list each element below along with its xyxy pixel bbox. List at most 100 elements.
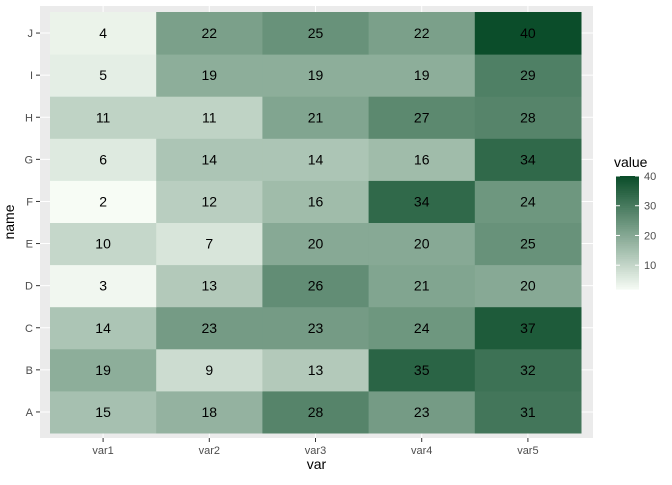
heatmap-tile xyxy=(474,306,582,350)
tile-value-label: 14 xyxy=(95,320,111,336)
heatmap-tile xyxy=(368,264,476,308)
tile-value-label: 24 xyxy=(520,193,536,209)
legend-colorbar-segment xyxy=(616,217,639,220)
heatmap-tile xyxy=(368,138,476,181)
heatmap-tile xyxy=(474,222,582,266)
heatmap-tile xyxy=(156,390,263,434)
heatmap-tile xyxy=(474,12,582,55)
heatmap-tile xyxy=(50,180,157,223)
tile-value-label: 7 xyxy=(205,236,213,252)
legend-colorbar-segment xyxy=(616,255,639,258)
legend-colorbar-segment xyxy=(616,240,639,243)
heatmap-tile xyxy=(262,96,370,139)
legend-tick-label: 30 xyxy=(644,201,656,213)
heatmap-tile xyxy=(50,96,157,139)
legend-colorbar-segment xyxy=(616,211,639,215)
heatmap-tile xyxy=(368,348,476,392)
tile-value-label: 31 xyxy=(520,404,536,420)
tile-value-label: 23 xyxy=(414,404,430,420)
tile-value-label: 14 xyxy=(202,151,218,167)
legend-colorbar-segment xyxy=(616,241,639,245)
legend-colorbar-segment xyxy=(616,209,639,213)
tile-value-label: 32 xyxy=(520,362,536,378)
heatmap-tile xyxy=(262,54,370,97)
heatmap-tile xyxy=(262,390,370,434)
heatmap-tile xyxy=(368,12,476,55)
legend-colorbar-segment xyxy=(616,192,639,196)
legend-colorbar-segment xyxy=(616,270,639,273)
tile-value-label: 34 xyxy=(414,193,430,209)
legend-colorbar-segment xyxy=(616,228,639,232)
legend-colorbar-segment xyxy=(616,198,639,202)
heatmap-tile xyxy=(262,306,370,350)
heatmap-tile xyxy=(50,138,157,181)
tile-value-label: 9 xyxy=(205,362,213,378)
tile-value-label: 6 xyxy=(99,151,107,167)
tile-value-label: 12 xyxy=(202,193,218,209)
heatmap-tile xyxy=(368,96,476,139)
legend-colorbar-segment xyxy=(616,224,639,228)
legend-colorbar-segment xyxy=(616,273,639,277)
tile-value-label: 14 xyxy=(308,151,324,167)
legend-colorbar-segment xyxy=(616,219,639,222)
legend-colorbar-segment xyxy=(616,230,639,234)
tile-value-label: 19 xyxy=(202,67,218,83)
tile-value-label: 11 xyxy=(96,109,111,125)
legend-colorbar-segment xyxy=(616,196,639,200)
heatmap-tile xyxy=(368,306,476,350)
x-tick-label: var5 xyxy=(517,445,538,457)
tile-value-label: 26 xyxy=(308,278,324,294)
heatmap-tile xyxy=(156,222,263,266)
tile-value-label: 4 xyxy=(99,25,107,41)
heatmap-tile xyxy=(50,390,157,434)
legend-colorbar-segment xyxy=(616,264,639,267)
heatmap-tile xyxy=(474,96,582,139)
heatmap-tile xyxy=(156,306,263,350)
legend-colorbar-segment xyxy=(616,283,639,286)
x-axis-title: var xyxy=(307,456,327,472)
tile-value-label: 25 xyxy=(520,236,536,252)
y-axis-title: name xyxy=(1,204,17,239)
tile-value-label: 40 xyxy=(520,25,536,41)
tile-value-label: 5 xyxy=(99,67,107,83)
tile-value-label: 3 xyxy=(99,278,107,294)
y-tick-label: C xyxy=(25,323,33,335)
legend-colorbar-segment xyxy=(616,204,639,207)
heatmap-tile xyxy=(262,348,370,392)
tile-value-label: 21 xyxy=(308,109,324,125)
legend-title: value xyxy=(614,154,648,170)
y-tick-label: E xyxy=(26,239,33,251)
heatmap-tile xyxy=(474,138,582,181)
tile-value-label: 19 xyxy=(308,67,324,83)
legend-colorbar-segment xyxy=(616,187,639,190)
heatmap-tile xyxy=(156,12,263,55)
legend-tick-label: 40 xyxy=(644,171,656,183)
heatmap-tile xyxy=(262,264,370,308)
tile-value-label: 29 xyxy=(520,67,536,83)
y-tick-label: J xyxy=(28,28,34,40)
heatmap-tile xyxy=(50,264,157,308)
tile-value-label: 13 xyxy=(308,362,324,378)
heatmap-tile xyxy=(156,96,263,139)
legend-colorbar-segment xyxy=(616,256,639,260)
legend-colorbar-segment xyxy=(616,223,639,226)
legend-colorbar-segment xyxy=(616,266,639,269)
heatmap-tile xyxy=(262,222,370,266)
tile-value-label: 28 xyxy=(308,404,324,420)
tile-value-label: 20 xyxy=(414,236,430,252)
legend-colorbar-segment xyxy=(616,236,639,239)
legend-colorbar-segment xyxy=(616,177,639,181)
heatmap-tile xyxy=(262,180,370,223)
tile-value-label: 2 xyxy=(99,193,107,209)
tile-value-label: 11 xyxy=(202,109,217,125)
tile-value-label: 22 xyxy=(202,25,218,41)
tile-value-label: 16 xyxy=(308,193,324,209)
legend-colorbar-segment xyxy=(616,194,639,198)
tile-value-label: 10 xyxy=(95,236,111,252)
heatmap-tile xyxy=(156,54,263,97)
tile-value-label: 34 xyxy=(520,151,536,167)
legend-colorbar-segment xyxy=(616,200,639,203)
heatmap-tile xyxy=(368,390,476,434)
legend-colorbar-segment xyxy=(616,245,639,249)
